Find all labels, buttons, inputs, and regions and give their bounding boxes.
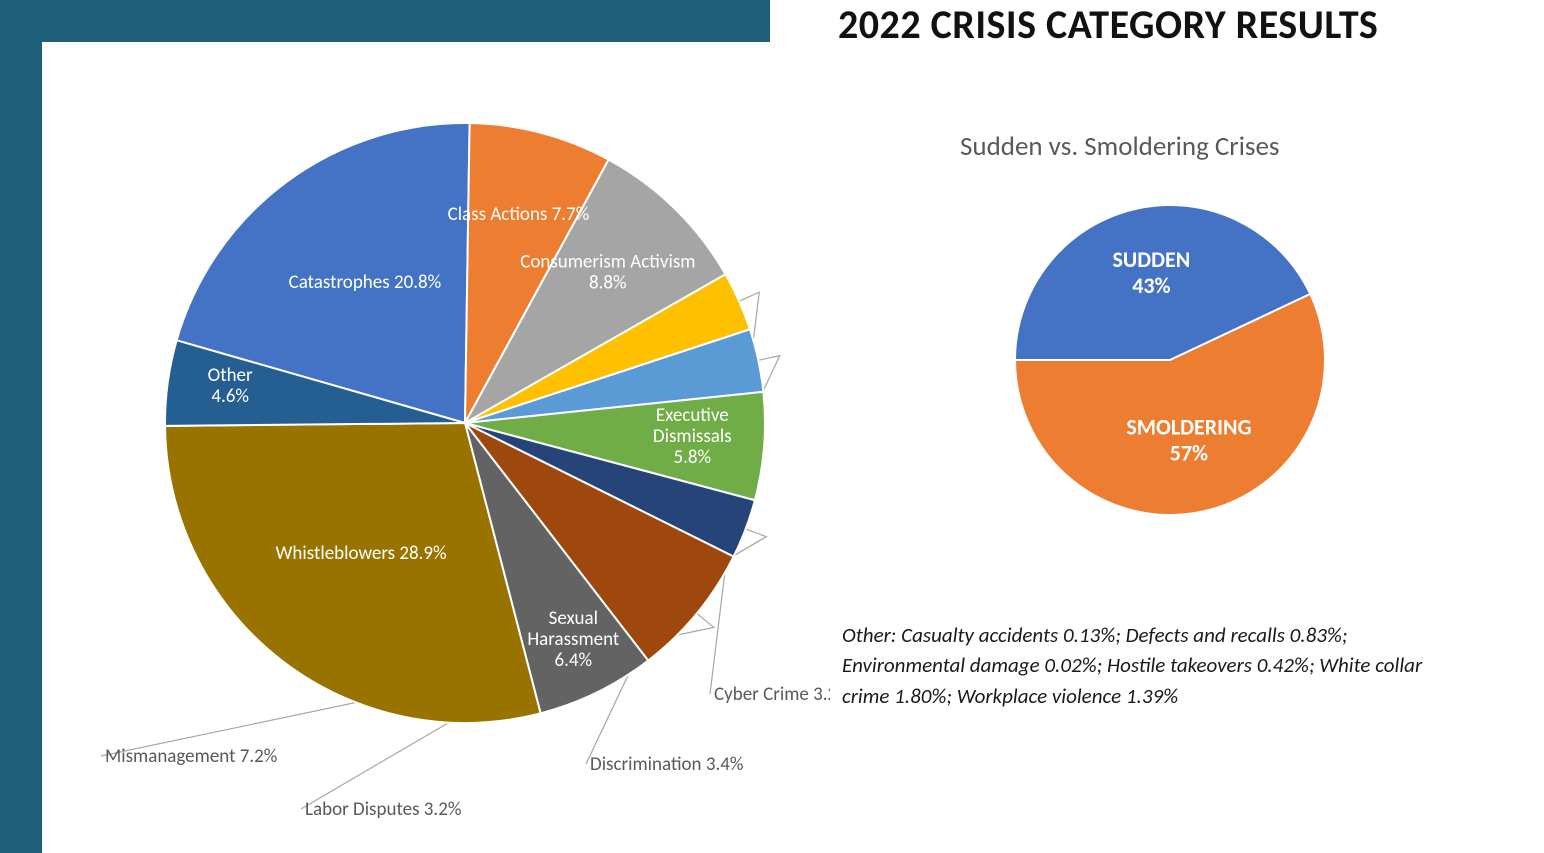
page-title: 2022 CRISIS CATEGORY RESULTS (838, 0, 1378, 49)
small-pie-title: Sudden vs. Smoldering Crises (960, 130, 1279, 163)
main-pie-chart: Catastrophes 20.8%Class Actions 7.7%Cons… (60, 60, 830, 840)
pie-label-catastrophes: Catastrophes 20.8% (289, 271, 442, 294)
small-pie-chart: SUDDEN43%SMOLDERING57% (1000, 190, 1340, 530)
pie-label-whistleblowers: Whistleblowers 28.9% (276, 542, 447, 565)
sidebar-horizontal-bar (0, 0, 770, 42)
footnote-other-breakdown: Other: Casualty accidents 0.13%; Defects… (842, 620, 1462, 711)
pie-label-mismanagement: Mismanagement 7.2% (105, 745, 277, 768)
sidebar-vertical-bar (0, 0, 42, 853)
pie-label-class-actions: Class Actions 7.7% (448, 203, 590, 226)
pie-label-other: Other4.6% (208, 364, 253, 408)
pie-label-labor-disputes: Labor Disputes 3.2% (305, 798, 461, 821)
pie-label-discrimination: Discrimination 3.4% (590, 753, 743, 776)
pie-label-cyber-crime: Cyber Crime 3.2% (714, 683, 830, 706)
